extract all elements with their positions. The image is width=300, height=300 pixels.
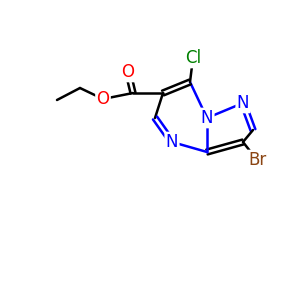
Text: N: N [237, 94, 249, 112]
Text: O: O [97, 90, 110, 108]
Text: N: N [201, 109, 213, 127]
Text: N: N [166, 133, 178, 151]
Text: Br: Br [248, 151, 266, 169]
Text: O: O [122, 63, 134, 81]
Text: Cl: Cl [185, 49, 201, 67]
